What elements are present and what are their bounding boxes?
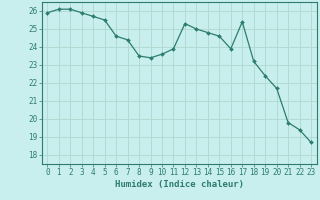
X-axis label: Humidex (Indice chaleur): Humidex (Indice chaleur) bbox=[115, 180, 244, 189]
